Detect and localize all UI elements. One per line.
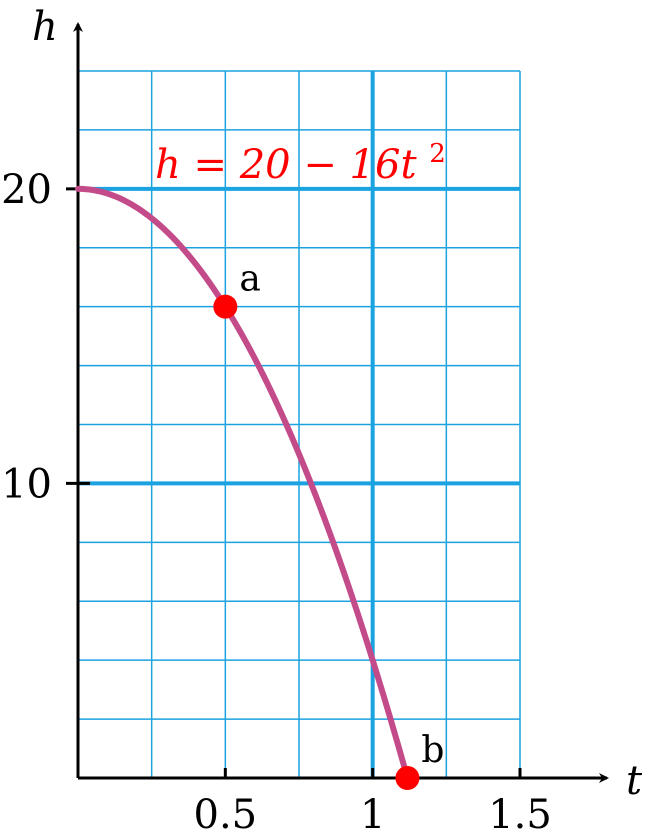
y-axis-label: h <box>32 4 58 50</box>
curve-series <box>75 185 411 781</box>
x-axis-label: t <box>626 758 643 804</box>
equation-exponent: 2 <box>429 139 446 169</box>
axes <box>66 22 609 783</box>
y-tick-label: 20 <box>1 167 52 213</box>
labels: 0.5 1 1.5 10 20 t h a b <box>1 4 643 833</box>
x-tick-label: 1.5 <box>488 792 552 833</box>
point-label-b: b <box>421 730 444 771</box>
point-b <box>395 766 420 790</box>
y-tick-label: 10 <box>1 461 52 507</box>
point-a <box>213 294 238 319</box>
equation-label: h = 20 − 16t 2 <box>155 139 446 188</box>
point-label-a: a <box>239 259 260 300</box>
x-tick-label: 0.5 <box>194 792 258 833</box>
curve-layer <box>75 185 420 790</box>
x-tick-label: 1 <box>360 792 385 833</box>
equation-main: h = 20 − 16t <box>155 142 417 188</box>
